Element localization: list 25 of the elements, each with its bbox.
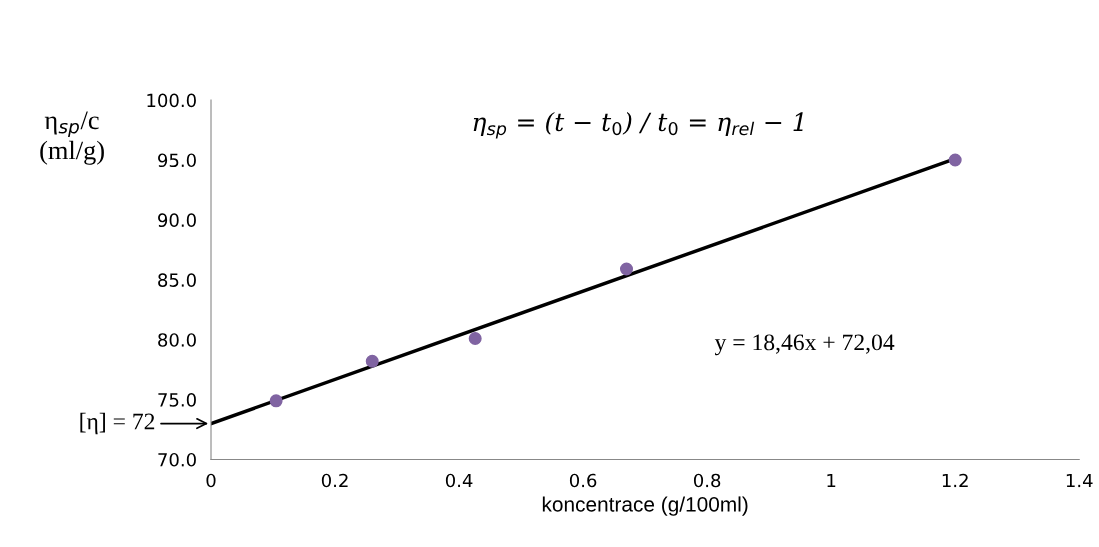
annotation: y = 18,46x + 72,04 [714,334,895,356]
annotation: [η] = 72 [80,412,155,435]
x-tick-label: 0.8 [693,473,721,488]
y-tick-label: 100.0 [147,93,196,108]
y-tick-label: 95.0 [158,153,196,168]
x-tick-label: 0.2 [321,473,348,488]
point [468,331,482,345]
y-tick-label: 90.0 [158,213,196,228]
point [269,394,283,408]
point [365,354,379,368]
x-tick-label: 0.4 [445,473,473,488]
point [948,153,962,167]
x-tick-label: 0 [206,473,216,488]
y-tick-label: 70.0 [158,452,196,467]
x-tick-label: 1.4 [1066,473,1093,488]
y-axis-title: η$_{sp}$/c (ml/g) [40,111,104,165]
x-tick-label: 0.6 [569,473,597,488]
y-tick-label: 75.0 [158,393,196,407]
y-tick-label: 80.0 [158,333,196,347]
x-tick-label: 1.2 [942,473,968,488]
y-tick-label: 85.0 [158,273,196,287]
x-axis-title: koncentrace (g/100ml) [542,496,748,516]
point [620,262,634,276]
x-tick-label: 1 [827,473,836,488]
text: η$_{sp}$ = (t − t$_{0}$) / t$_{0}$ = η$_{rel}$ − 1 [473,111,803,139]
